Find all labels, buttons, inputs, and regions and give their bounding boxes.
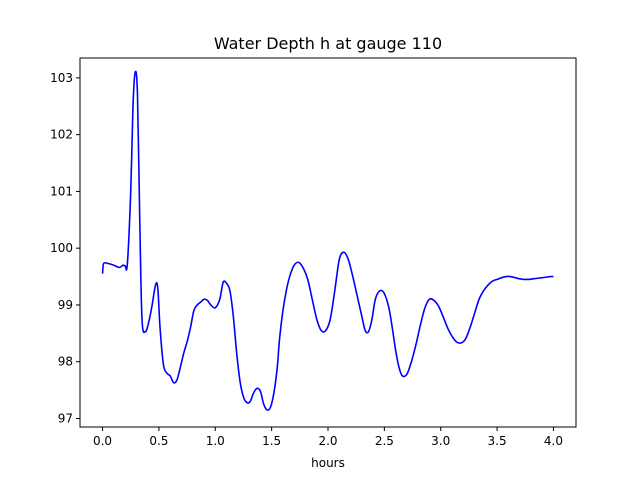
x-tick-label: 3.0 [431, 434, 450, 448]
series-line [101, 70, 554, 411]
x-axis: 0.0 0.5 1.0 1.5 2.0 2.5 3.0 3.5 4.0 [93, 427, 563, 448]
y-tick-label: 102 [50, 128, 73, 142]
x-tick-label: 2.5 [375, 434, 394, 448]
series-layer [101, 70, 554, 411]
x-tick-label: 0.0 [93, 434, 112, 448]
plot-frame [79, 57, 577, 428]
plot-area [80, 58, 576, 427]
y-tick-label: 101 [50, 184, 73, 198]
y-axis: 97 98 99 100 101 102 103 [50, 71, 80, 425]
x-tick-label: 0.5 [149, 434, 168, 448]
y-tick-label: 97 [58, 411, 73, 425]
y-tick-label: 99 [58, 298, 73, 312]
y-tick-label: 98 [58, 355, 73, 369]
x-tick-label: 1.0 [206, 434, 225, 448]
x-tick-label: 4.0 [544, 434, 563, 448]
x-tick-label: 3.5 [488, 434, 507, 448]
x-axis-label: hours [311, 456, 345, 470]
chart-title: Water Depth h at gauge 110 [214, 34, 442, 53]
x-tick-label: 1.5 [262, 434, 281, 448]
y-tick-label: 100 [50, 241, 73, 255]
y-tick-label: 103 [50, 71, 73, 85]
x-tick-label: 2.0 [318, 434, 337, 448]
